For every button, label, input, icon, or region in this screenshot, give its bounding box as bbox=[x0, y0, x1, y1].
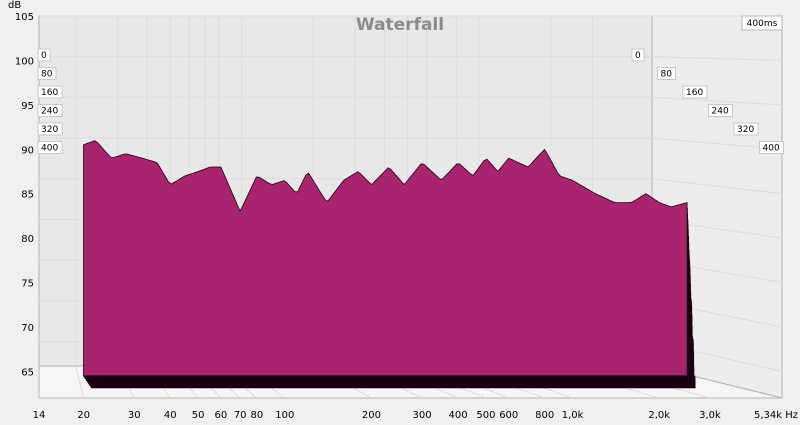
y-tick-label: 95 bbox=[21, 101, 34, 112]
time-max-label: 400ms bbox=[747, 19, 778, 29]
svg-text:80: 80 bbox=[41, 70, 53, 80]
x-tick-label: 80 bbox=[251, 410, 264, 421]
x-tick-label: 500 bbox=[476, 410, 495, 421]
y-tick-label: 105 bbox=[15, 12, 34, 23]
time-label-left: 400 bbox=[37, 141, 63, 154]
waterfall-slices bbox=[83, 140, 696, 389]
x-tick-label: 60 bbox=[215, 410, 228, 421]
svg-text:0: 0 bbox=[41, 51, 47, 61]
time-label-left: 320 bbox=[37, 122, 63, 136]
y-axis-ticks: 105 100 95 90 85 80 75 70 65 bbox=[15, 12, 34, 378]
x-tick-label: 600 bbox=[499, 410, 518, 421]
svg-text:240: 240 bbox=[712, 107, 729, 117]
x-tick-label: 70 bbox=[234, 410, 247, 421]
y-axis-label: dB bbox=[8, 0, 21, 11]
time-label-right: 160 bbox=[682, 85, 708, 99]
svg-text:320: 320 bbox=[737, 125, 754, 135]
time-label-left: 80 bbox=[37, 67, 57, 80]
waterfall-slice bbox=[83, 140, 688, 377]
y-tick-label: 80 bbox=[21, 234, 34, 245]
svg-text:240: 240 bbox=[41, 107, 58, 117]
time-label-right: 80 bbox=[657, 67, 676, 80]
y-tick-label: 65 bbox=[21, 367, 34, 378]
x-tick-label: 20 bbox=[77, 410, 90, 421]
svg-text:160: 160 bbox=[41, 88, 58, 98]
y-tick-label: 85 bbox=[21, 190, 34, 201]
y-tick-label: 100 bbox=[15, 56, 34, 67]
svg-text:320: 320 bbox=[41, 125, 58, 135]
svg-text:80: 80 bbox=[661, 70, 673, 80]
x-tick-label: 800 bbox=[535, 410, 554, 421]
svg-text:0: 0 bbox=[635, 51, 641, 61]
time-label-right: 400 bbox=[759, 141, 784, 154]
time-label-right: 0 bbox=[631, 48, 645, 62]
x-axis-ticks: 14 20 30 40 50 60 70 80 100 200 300 400 500 600 800 1,0… bbox=[33, 410, 798, 421]
x-tick-label: 50 bbox=[192, 410, 205, 421]
time-label-left: 0 bbox=[37, 48, 51, 62]
time-max-badge: 400ms bbox=[741, 15, 783, 31]
time-label-right: 240 bbox=[708, 104, 733, 117]
x-tick-label: 14 bbox=[33, 410, 46, 421]
y-tick-label: 70 bbox=[21, 323, 34, 334]
time-label-right: 320 bbox=[733, 122, 759, 136]
time-label-left: 160 bbox=[37, 85, 63, 99]
x-tick-label: 300 bbox=[413, 410, 432, 421]
svg-text:400: 400 bbox=[763, 144, 780, 154]
svg-text:400: 400 bbox=[41, 144, 58, 154]
svg-text:160: 160 bbox=[686, 88, 703, 98]
x-tick-label: 5,34k Hz bbox=[754, 410, 798, 421]
x-tick-label: 3,0k bbox=[699, 410, 721, 421]
y-tick-label: 75 bbox=[21, 279, 34, 290]
x-tick-label: 1,0k bbox=[562, 410, 584, 421]
x-tick-label: 400 bbox=[449, 410, 468, 421]
y-tick-label: 90 bbox=[21, 145, 34, 156]
x-tick-label: 30 bbox=[128, 410, 141, 421]
x-tick-label: 200 bbox=[362, 410, 381, 421]
x-tick-label: 100 bbox=[275, 410, 294, 421]
time-label-left: 240 bbox=[37, 104, 63, 117]
x-tick-label: 2,0k bbox=[648, 410, 670, 421]
x-tick-label: 40 bbox=[164, 410, 177, 421]
chart-title: Waterfall bbox=[356, 15, 444, 35]
time-slice-labels: 0 0 80 80 160 160 240 240 320 320 400 400 bbox=[37, 48, 784, 154]
